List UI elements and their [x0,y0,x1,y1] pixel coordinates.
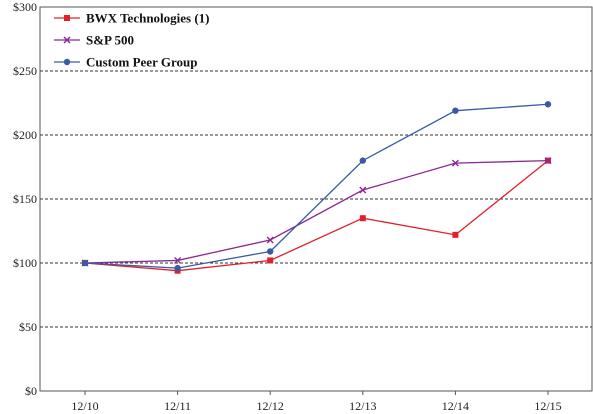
data-point-custom-peer-group [81,259,89,267]
y-tick-label: $100 [13,256,37,270]
x-tick-label: 12/12 [257,399,284,413]
data-point-s-p-500 [266,236,274,244]
x-tick-label: 12/15 [534,399,561,413]
legend-marker-custom-peer-group [63,58,71,66]
x-axis-tick-labels: 12/10 12/11 12/12 12/13 12/14 12/15 [71,399,561,413]
axes [39,6,593,395]
x-tick-label: 12/14 [442,399,469,413]
legend-label-bwx-technologies-1: BWX Technologies (1) [86,11,210,26]
data-point-bwx-technologies-1 [267,257,274,264]
y-tick-label: $200 [13,128,37,142]
y-tick-label: $50 [19,320,37,334]
y-tick-label: $0 [25,384,37,398]
data-point-custom-peer-group [544,101,552,108]
data-point-s-p-500 [174,256,182,264]
plot-frame [39,6,593,392]
y-tick-label: $300 [13,0,37,14]
data-point-custom-peer-group [452,107,459,114]
data-point-s-p-500 [359,186,367,194]
x-tick-label: 12/10 [71,399,98,413]
series-line-custom-peer-group [84,103,549,269]
marker-stroke [63,36,71,44]
y-axis-tick-labels: $0 $50 $100 $150 $200 $250 $300 [13,0,37,398]
data-point-custom-peer-group [267,248,274,255]
data-point-bwx-technologies-1 [452,231,459,238]
legend-label-s-p-500: S&P 500 [86,33,134,48]
data-point-bwx-technologies-1 [359,215,366,222]
data-point-s-p-500 [451,159,459,167]
data-point-custom-peer-group [359,157,366,164]
marker-stroke [359,186,367,194]
x-tick-label: 12/11 [164,399,191,413]
data-point-custom-peer-group [174,264,181,272]
series-line-bwx-technologies-1 [84,160,549,272]
legend-label-custom-peer-group: Custom Peer Group [86,55,197,70]
legend: BWX Technologies (1) S&P 500 Custom Peer G… [54,11,210,70]
series-lines [81,101,552,274]
x-tick-label: 12/13 [349,399,376,413]
series-line-s-p-500 [84,159,549,264]
data-point-s-p-500 [544,157,552,165]
legend-marker-s-p-500 [63,36,71,44]
y-tick-label: $150 [13,192,37,206]
marker-stroke [451,159,459,167]
y-tick-label: $250 [13,64,37,78]
legend-marker-bwx-technologies-1 [64,15,70,21]
marker-stroke [266,236,274,244]
marker-stroke [174,256,182,264]
marker-stroke [544,157,552,165]
